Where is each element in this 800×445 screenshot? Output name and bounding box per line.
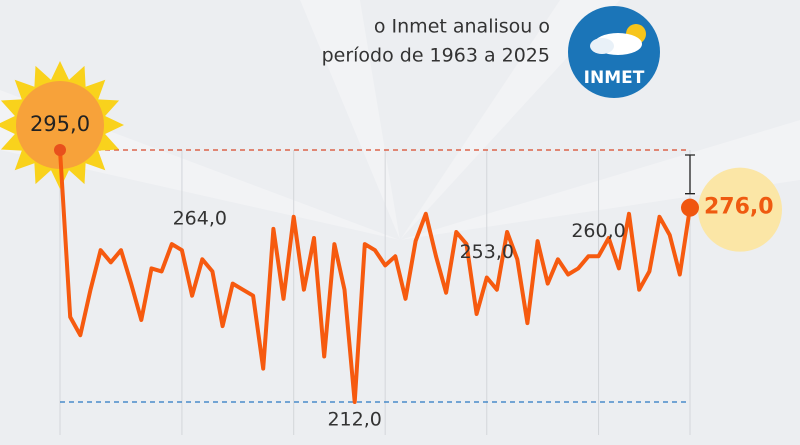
value-label: 212,0 <box>327 409 381 431</box>
highlight <box>698 167 782 252</box>
value-label: 253,0 <box>460 241 514 263</box>
starburst-core <box>16 81 104 169</box>
bracket <box>685 154 695 195</box>
value-label: 276,0 <box>704 195 774 220</box>
line <box>58 149 692 404</box>
logo-text: INMET <box>584 68 645 88</box>
point <box>54 144 66 156</box>
value-label: 264,0 <box>173 208 227 230</box>
subtitle-line: período de 1963 a 2025 <box>322 45 550 67</box>
decoration <box>0 0 800 240</box>
point <box>681 198 699 217</box>
value-label: 295,0 <box>30 112 90 136</box>
logo: INMET <box>568 6 660 98</box>
value-label: 260,0 <box>571 220 625 242</box>
subtitle-line: o Inmet analisou o <box>374 16 550 38</box>
